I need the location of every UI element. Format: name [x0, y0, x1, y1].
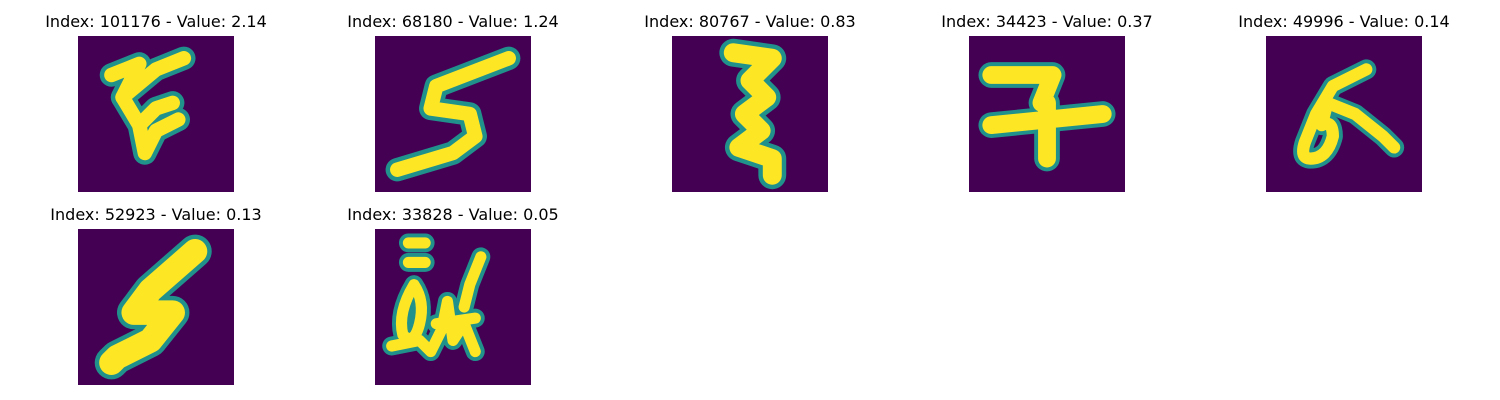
digit-image [1266, 36, 1422, 192]
panel-title: Index: 49996 - Value: 0.14 [1238, 12, 1450, 31]
digit-image [672, 36, 828, 192]
panel-title: Index: 34423 - Value: 0.37 [941, 12, 1153, 31]
panel-title: Index: 80767 - Value: 0.83 [644, 12, 856, 31]
panel-title: Index: 52923 - Value: 0.13 [50, 205, 262, 224]
panel-title: Index: 33828 - Value: 0.05 [347, 205, 559, 224]
digit-image [375, 36, 531, 192]
digit-image [78, 36, 234, 192]
panel-title: Index: 101176 - Value: 2.14 [45, 12, 267, 31]
digit-image [375, 229, 531, 385]
digit-image [78, 229, 234, 385]
digit-image [969, 36, 1125, 192]
panel-title: Index: 68180 - Value: 1.24 [347, 12, 559, 31]
